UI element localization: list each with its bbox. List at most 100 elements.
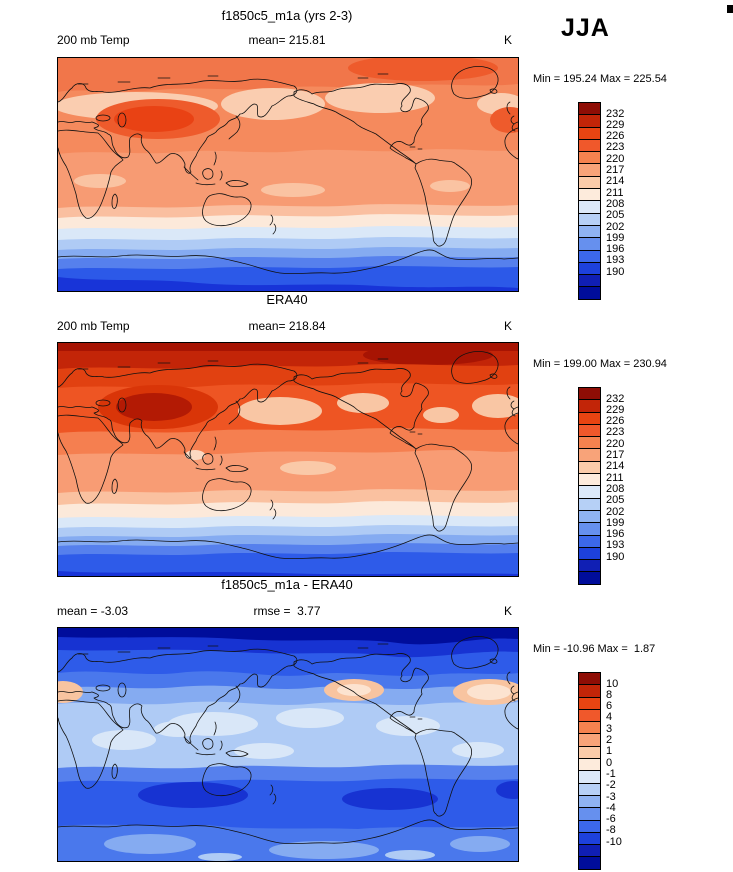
colorbar-cell [579, 709, 600, 723]
colorbar-model [578, 102, 601, 300]
mean-value: mean= 215.81 [248, 33, 326, 47]
colorbar-cell [579, 250, 600, 263]
colorbar-cell [579, 437, 600, 450]
colorbar-cell [579, 746, 600, 760]
colorbar-tick-label: 199 [606, 516, 625, 529]
colorbar-cell [579, 673, 600, 686]
colorbar-tick-label: 193 [606, 539, 625, 552]
colorbar-cell [579, 722, 600, 735]
colorbar-tick-label: 190 [606, 550, 625, 563]
colorbar-tick-label: 1 [606, 745, 613, 758]
colorbar-tick-label: -6 [606, 813, 616, 826]
colorbar-tick-label: 202 [606, 505, 625, 518]
colorbar-cell [579, 808, 600, 821]
minmax-obs: Min = 199.00 Max = 230.94 [533, 358, 667, 370]
colorbar-cell [579, 535, 600, 548]
colorbar-cell [579, 857, 600, 869]
colorbar-cell [579, 474, 600, 487]
colorbar-cell [579, 201, 600, 214]
season-label: JJA [561, 14, 610, 42]
colorbar-cell [579, 412, 600, 425]
colorbar-tick-label: 202 [606, 220, 625, 233]
corner-artifact [727, 5, 733, 13]
minmax-model: Min = 195.24 Max = 225.54 [533, 73, 667, 85]
colorbar-tick-label: 211 [606, 186, 624, 199]
colorbar-tick-label: -10 [606, 835, 622, 848]
colorbar-labels-difference: 10 8 6 4 3 2 1 0 -1 -2 -3 -4 -6 -8 -10 [606, 677, 622, 848]
mean-value: mean = -3.03 [57, 604, 129, 618]
colorbar-cell [579, 213, 600, 226]
colorbar-cell [579, 461, 600, 475]
colorbar-tick-label: 196 [606, 243, 625, 256]
colorbar-cell [579, 262, 600, 276]
colorbar-cell [579, 783, 600, 796]
colorbar-tick-label: 208 [606, 197, 625, 210]
colorbar-difference [578, 672, 601, 870]
colorbar-cell [579, 449, 600, 462]
colorbar-cell [579, 225, 600, 239]
colorbar-tick-label: 217 [606, 164, 625, 177]
colorbar-tick-label: 214 [606, 460, 625, 473]
colorbar-tick-label: 193 [606, 254, 625, 267]
colorbar-cell [579, 771, 600, 784]
colorbar-cell [579, 127, 600, 140]
panel-difference-title: f1850c5_m1a - ERA40 [221, 577, 353, 592]
colorbar-tick-label: -1 [606, 767, 616, 780]
colorbar-tick-label: 232 [606, 392, 625, 405]
colorbar-tick-label: 226 [606, 415, 625, 428]
colorbar-tick-label: 205 [606, 494, 625, 507]
rmse-value: rmse = 3.77 [253, 604, 321, 618]
variable-label: 200 mb Temp [57, 33, 130, 47]
colorbar-cell [579, 139, 600, 153]
colorbar-tick-label: 223 [606, 141, 625, 154]
colorbar-cell [579, 486, 600, 499]
colorbar-cell [579, 572, 600, 584]
colorbar-cell [579, 685, 600, 698]
colorbar-tick-label: -4 [606, 801, 616, 814]
variable-label: 200 mb Temp [57, 319, 130, 333]
colorbar-tick-label: 211 [606, 471, 624, 484]
colorbar-cell [579, 275, 600, 288]
map-difference [57, 627, 519, 862]
colorbar-cell [579, 238, 600, 251]
colorbar-tick-label: 190 [606, 265, 625, 278]
map-obs [57, 342, 519, 577]
units-label: K [503, 604, 512, 618]
colorbar-tick-label: 208 [606, 482, 625, 495]
colorbar-tick-label: 3 [606, 722, 613, 735]
mean-value: mean= 218.84 [248, 319, 326, 333]
colorbar-tick-label: 223 [606, 426, 625, 439]
colorbar-tick-label: -8 [606, 824, 616, 837]
colorbar-tick-label: 220 [606, 437, 625, 450]
map-model [57, 57, 519, 292]
colorbar-cell [579, 510, 600, 524]
colorbar-tick-label: 10 [606, 677, 619, 690]
colorbar-cell [579, 115, 600, 128]
panel-obs-title: ERA40 [266, 292, 308, 307]
colorbar-tick-label: 6 [606, 700, 613, 713]
colorbar-cell [579, 734, 600, 747]
colorbar-cell [579, 547, 600, 561]
colorbar-tick-label: 199 [606, 231, 625, 244]
colorbar-tick-label: 232 [606, 107, 625, 120]
colorbar-tick-label: 214 [606, 175, 625, 188]
colorbar-tick-label: -3 [606, 790, 616, 803]
colorbar-tick-label: 220 [606, 152, 625, 165]
units-label: K [503, 319, 512, 333]
colorbar-cell [579, 795, 600, 809]
colorbar-cell [579, 176, 600, 190]
colorbar-cell [579, 287, 600, 299]
colorbar-cell [579, 523, 600, 536]
colorbar-tick-label: 4 [606, 711, 613, 724]
colorbar-tick-label: 226 [606, 130, 625, 143]
colorbar-tick-label: 217 [606, 449, 625, 462]
colorbar-cell [579, 820, 600, 833]
colorbar-tick-label: 2 [606, 734, 613, 747]
colorbar-obs [578, 387, 601, 585]
units-label: K [503, 33, 512, 47]
colorbar-cell [579, 759, 600, 772]
colorbar-cell [579, 424, 600, 438]
colorbar-tick-label: 8 [606, 688, 613, 701]
colorbar-cell [579, 845, 600, 858]
